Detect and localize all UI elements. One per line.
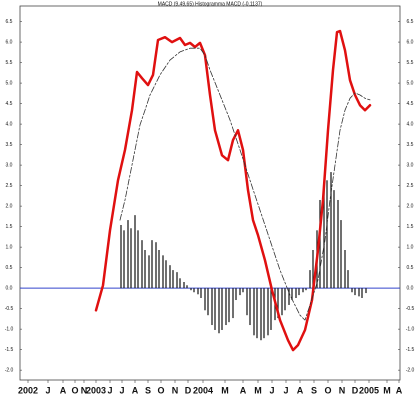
x-tick-label: D (352, 385, 359, 395)
y-tick-label-right: 5.0 (407, 80, 414, 86)
y-tick-label-right: 5.5 (407, 60, 414, 66)
y-tick-label-right: 1.0 (407, 244, 414, 250)
x-tick-label: N (339, 385, 346, 395)
y-tick-label: 4.0 (6, 121, 13, 127)
x-tick-label: J (269, 385, 274, 395)
y-tick-label-right: -1.5 (406, 347, 415, 353)
y-tick-label-right: -2.0 (406, 367, 415, 373)
x-tick-label: 2005 (359, 385, 379, 395)
x-tick-label: S (145, 385, 151, 395)
x-tick-label: A (132, 385, 139, 395)
x-tick-label: N (172, 385, 179, 395)
y-tick-label: 0.5 (6, 265, 13, 271)
y-tick-label-right: 6.0 (407, 39, 414, 45)
chart-title: MACD (9,49,65) Histogramma MACD (-0.1137… (158, 1, 263, 7)
x-tick-label: A (60, 385, 67, 395)
x-tick-label: A (396, 385, 403, 395)
y-tick-label-right: 2.5 (407, 183, 414, 189)
y-tick-label: -1.5 (5, 347, 14, 353)
y-tick-label-right: 4.0 (407, 121, 414, 127)
x-tick-label: J (107, 385, 112, 395)
x-tick-label: J (119, 385, 124, 395)
y-tick-label: -2.0 (5, 367, 14, 373)
y-tick-label-right: 0.5 (407, 265, 414, 271)
y-tick-label-right: 3.5 (407, 142, 414, 148)
x-tick-label: 2002 (18, 385, 38, 395)
x-tick-label: A (240, 385, 247, 395)
y-tick-label: 0.0 (6, 285, 13, 291)
y-tick-label-right: 6.5 (407, 19, 414, 25)
x-tick-label: J (45, 385, 50, 395)
y-tick-label-right: -1.0 (406, 326, 415, 332)
y-tick-label: 5.5 (6, 60, 13, 66)
x-tick-label: A (297, 385, 304, 395)
x-tick-label: 2003 (86, 385, 106, 395)
y-tick-label: -0.5 (5, 306, 14, 312)
x-tick-label: M (254, 385, 262, 395)
x-tick-label: O (157, 385, 164, 395)
y-tick-label: 3.0 (6, 162, 13, 168)
x-tick-label: O (324, 385, 331, 395)
x-tick-label: D (185, 385, 192, 395)
y-tick-label-right: 1.5 (407, 224, 414, 230)
x-tick-label: M (383, 385, 391, 395)
y-tick-label: 6.0 (6, 39, 13, 45)
y-tick-label: 2.5 (6, 183, 13, 189)
y-tick-label-right: -0.5 (406, 306, 415, 312)
y-tick-label-right: 4.5 (407, 101, 414, 107)
x-tick-label: M (221, 385, 229, 395)
y-tick-label: 1.0 (6, 244, 13, 250)
y-tick-label: 5.0 (6, 80, 13, 86)
x-tick-label: O (71, 385, 78, 395)
x-tick-label: J (283, 385, 288, 395)
y-tick-label: 3.5 (6, 142, 13, 148)
y-tick-label-right: 2.0 (407, 203, 414, 209)
macd-line (94, 29, 372, 352)
y-tick-label: 1.5 (6, 224, 13, 230)
x-tick-label: S (311, 385, 317, 395)
y-tick-label-right: 3.0 (407, 162, 414, 168)
x-tick-label: N (81, 385, 88, 395)
signal-line (119, 47, 371, 321)
y-tick-label: 6.5 (6, 19, 13, 25)
y-tick-label: 2.0 (6, 203, 13, 209)
y-tick-label-right: 0.0 (407, 285, 414, 291)
y-tick-label: -1.0 (5, 326, 14, 332)
x-tick-label: 2004 (193, 385, 213, 395)
plot-frame (19, 5, 401, 381)
y-tick-label: 4.5 (6, 101, 13, 107)
